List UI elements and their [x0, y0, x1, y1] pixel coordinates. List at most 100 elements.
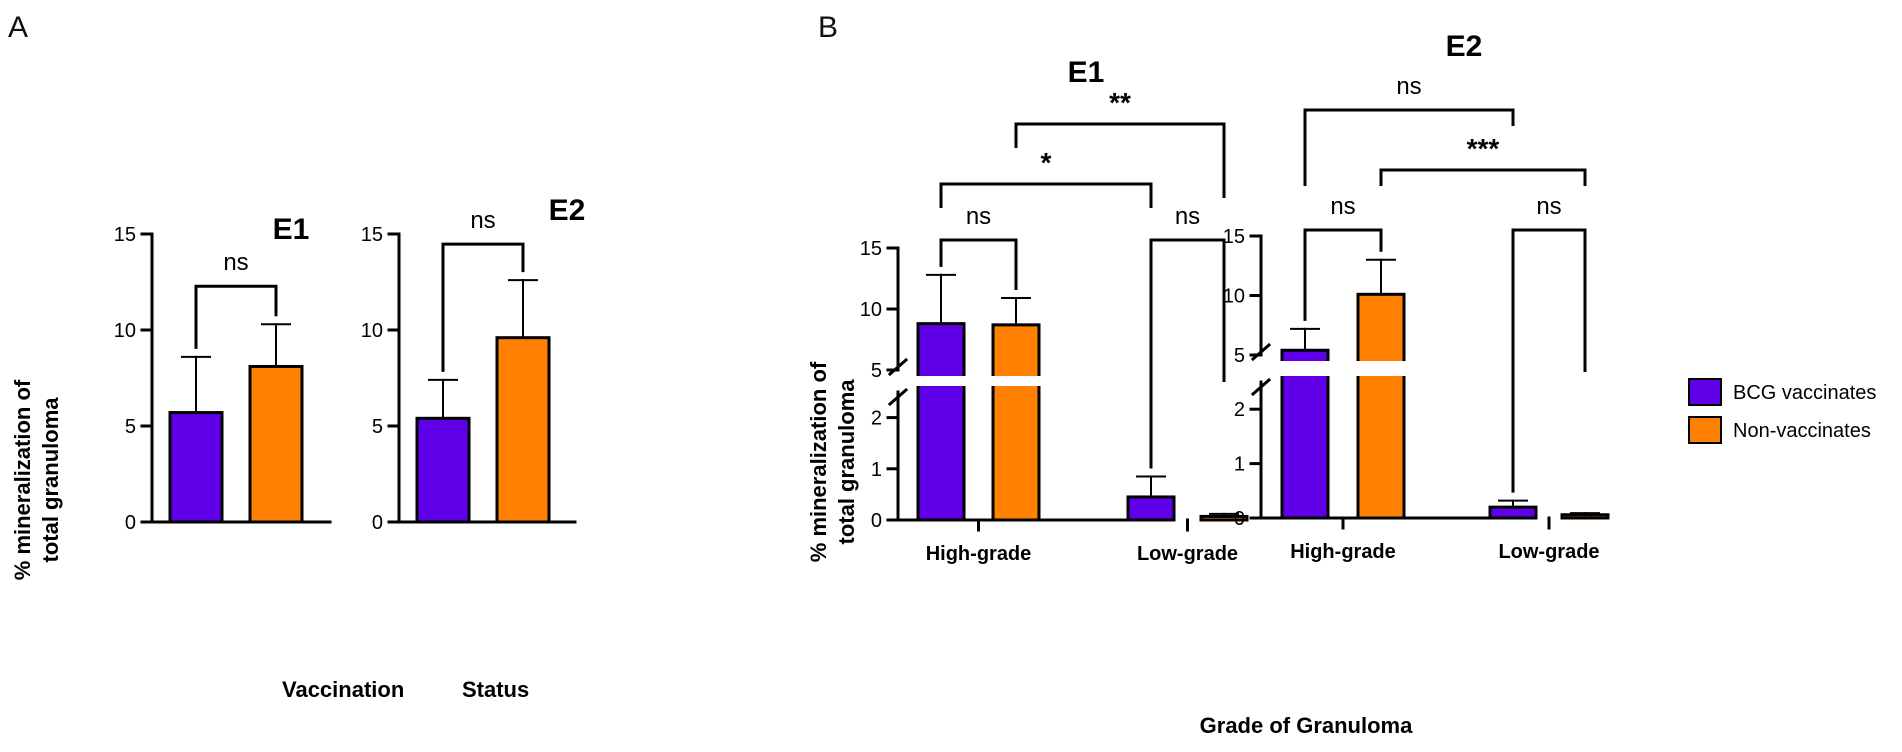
a-e1-ytick-label-0: 0 — [125, 512, 136, 534]
b-e1-bar-0-0 — [916, 322, 966, 522]
b-e1-axis-break-bottom — [887, 387, 909, 407]
b-e2-sig-bcg-label: ns — [1396, 73, 1421, 100]
panel-a-e1-title: E1 — [273, 213, 310, 246]
b-e1-sig-non — [1014, 122, 1226, 198]
b-e2-ytick-label-2: 2 — [1234, 399, 1245, 421]
a-e2-axis: 0 5 10 15 — [361, 224, 577, 534]
b-e2-ytick-label-0: 0 — [1234, 508, 1245, 530]
a-e2-sig-bracket — [441, 242, 525, 372]
b-e1-sig-non-label: ** — [1109, 87, 1131, 118]
b-e1-sig-low-group: ns — [1149, 203, 1226, 469]
panel-a-ylabel-line1: % mineralization of — [10, 379, 35, 580]
b-e1-sig-low-label: ns — [1175, 203, 1200, 230]
panel-a-xlabel-word2: Status — [462, 677, 529, 702]
a-e2-errorbar-0 — [428, 378, 458, 420]
b-e1-errorbar-1-0 — [1001, 297, 1031, 326]
a-e1-ytick-label-5: 5 — [125, 416, 136, 438]
panel-a-ylabel-line2: total granuloma — [38, 397, 63, 563]
b-e1-xtick-label-1: Low-grade — [1137, 543, 1238, 565]
b-e1-break-gap — [900, 376, 1170, 386]
b-e2-sig-low — [1511, 228, 1587, 493]
b-e1-ytick-label-5: 5 — [871, 360, 882, 382]
panel-b-ylabel-line2: total granuloma — [834, 379, 859, 545]
panel-b-letter: B — [818, 11, 838, 44]
panel-b-ylabel-line1: % mineralization of — [806, 361, 831, 562]
b-e2-xtick-label-1: Low-grade — [1498, 541, 1599, 563]
b-e2-axis-break-top — [1250, 342, 1272, 362]
panel-b-e2-title: E2 — [1446, 30, 1483, 63]
a-e1-sig-bracket-group: ns — [194, 249, 278, 349]
a-e1-bar-1 — [248, 364, 304, 524]
legend: BCG vaccinates Non-vaccinates — [1688, 378, 1876, 444]
a-e1-errorbar-1 — [261, 323, 291, 368]
b-e2-bar-1-1 — [1560, 513, 1610, 520]
a-e1-ytick-label-15: 15 — [114, 224, 136, 246]
a-e2-bar-0 — [415, 416, 471, 524]
b-e1-sig-high-group: ns — [939, 203, 1018, 291]
b-e2-sig-high — [1303, 228, 1383, 321]
b-e2-bar-0-1 — [1488, 505, 1538, 520]
b-e1-sig-bcg-group: * — [939, 147, 1153, 208]
b-e2-axis: 5 10 15 0 1 2 High-grade Low-grade — [1223, 226, 1600, 563]
b-e2-errorbar-1-0 — [1366, 258, 1396, 296]
legend-swatch-non — [1688, 416, 1722, 444]
b-e2-sig-high-group: ns — [1303, 193, 1383, 321]
b-e2-ytick-label-1: 1 — [1234, 454, 1245, 476]
a-e1-sig-bracket-label: ns — [223, 249, 248, 276]
a-e1-errorbar-0 — [181, 355, 211, 414]
a-e1-sig-bracket — [194, 284, 278, 349]
b-e2-sig-non — [1379, 168, 1587, 186]
legend-label-bcg: BCG vaccinates — [1733, 382, 1876, 404]
b-e1-axis: 5 10 15 0 1 2 High-grade Low-grade — [860, 238, 1238, 565]
b-e2-bar-0-0 — [1280, 348, 1330, 520]
b-e1-sig-high-label: ns — [966, 203, 991, 230]
a-e1-ytick-label-10: 10 — [114, 320, 136, 342]
b-e1-ytick-label-15: 15 — [860, 238, 882, 260]
b-e2-sig-low-label: ns — [1536, 193, 1561, 220]
legend-swatch-bcg — [1688, 378, 1722, 406]
b-e2-ytick-label-15: 15 — [1223, 226, 1245, 248]
b-e2-sig-bcg — [1303, 108, 1515, 186]
b-e2-sig-non-label: *** — [1467, 133, 1500, 164]
b-e1-sig-bcg-label: * — [1041, 147, 1052, 178]
b-e2-sig-bcg-group: ns — [1303, 73, 1515, 186]
panel-a-xlabel-word1: Vaccination — [282, 677, 404, 702]
b-e1-xtick-label-0: High-grade — [926, 543, 1032, 565]
b-e1-ytick-label-1: 1 — [871, 459, 882, 481]
a-e1-bar-0 — [168, 411, 224, 524]
panel-a-letter: A — [8, 11, 28, 44]
b-e1-bar-1-0 — [991, 323, 1041, 522]
a-e2-ytick-label-0: 0 — [372, 512, 383, 534]
panel-b-xlabel: Grade of Granuloma — [1200, 713, 1413, 738]
b-e2-sig-low-group: ns — [1511, 193, 1587, 493]
b-e1-errorbar-0-1 — [1136, 475, 1166, 498]
panel-b-e1-title: E1 — [1068, 56, 1105, 89]
panel-a-e2-title: E2 — [549, 194, 586, 227]
b-e1-sig-bcg — [939, 182, 1153, 208]
b-e2-errorbar-0-0 — [1290, 327, 1320, 352]
a-e2-sig-bracket-group: ns — [441, 207, 525, 372]
b-e1-axis-break-top — [887, 357, 909, 377]
b-e1-ytick-label-0: 0 — [871, 510, 882, 532]
b-e1-ytick-label-2: 2 — [871, 408, 882, 430]
b-e2-ytick-label-10: 10 — [1223, 286, 1245, 308]
b-e2-bar-1-0 — [1356, 292, 1406, 520]
a-e2-ytick-label-5: 5 — [372, 416, 383, 438]
b-e1-ytick-label-10: 10 — [860, 299, 882, 321]
b-e1-errorbar-0-0 — [926, 273, 956, 325]
b-e2-axis-break-bottom — [1250, 377, 1272, 397]
b-e1-bar-0-1 — [1126, 495, 1176, 522]
b-e1-sig-non-group: ** — [1014, 87, 1226, 198]
a-e2-ytick-label-10: 10 — [361, 320, 383, 342]
legend-label-non: Non-vaccinates — [1733, 420, 1871, 442]
a-e2-ytick-label-15: 15 — [361, 224, 383, 246]
b-e2-sig-high-label: ns — [1330, 193, 1355, 220]
b-e1-sig-high — [939, 238, 1018, 291]
b-e2-break-gap — [1263, 361, 1534, 376]
b-e2-xtick-label-0: High-grade — [1290, 541, 1396, 563]
b-e2-ytick-label-5: 5 — [1234, 345, 1245, 367]
a-e2-sig-bracket-label: ns — [470, 207, 495, 234]
b-e1-sig-low — [1149, 238, 1226, 469]
